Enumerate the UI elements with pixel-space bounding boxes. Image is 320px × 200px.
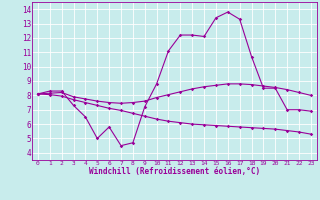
X-axis label: Windchill (Refroidissement éolien,°C): Windchill (Refroidissement éolien,°C) (89, 167, 260, 176)
